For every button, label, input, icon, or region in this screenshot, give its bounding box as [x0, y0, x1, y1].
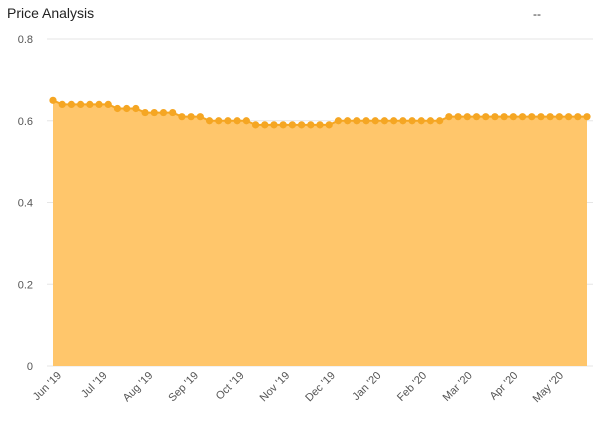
data-point[interactable] — [233, 117, 241, 125]
data-point[interactable] — [399, 117, 407, 125]
chart-title: Price Analysis — [7, 5, 95, 21]
data-point[interactable] — [390, 117, 398, 125]
data-point[interactable] — [123, 104, 131, 113]
data-point[interactable] — [307, 121, 315, 129]
x-tick-label: Feb '20 — [395, 370, 429, 404]
data-point[interactable] — [159, 108, 168, 117]
data-point[interactable] — [141, 108, 149, 117]
data-point[interactable] — [408, 117, 416, 125]
data-point[interactable] — [334, 117, 343, 125]
x-tick-label: Jan '20 — [350, 370, 383, 403]
data-point[interactable] — [583, 113, 591, 121]
x-tick-label: Nov '19 — [258, 370, 293, 405]
data-point[interactable] — [49, 96, 57, 104]
data-point[interactable] — [509, 113, 517, 121]
data-point[interactable] — [472, 113, 481, 121]
data-point[interactable] — [546, 113, 554, 121]
data-point[interactable] — [297, 121, 306, 129]
data-point[interactable] — [362, 117, 370, 125]
data-point[interactable] — [325, 121, 333, 129]
data-points — [49, 96, 591, 129]
y-tick-label: 0 — [27, 361, 33, 373]
data-point[interactable] — [380, 117, 389, 125]
data-point[interactable] — [270, 121, 278, 129]
data-point[interactable] — [564, 113, 573, 121]
data-point[interactable] — [150, 108, 158, 117]
data-point[interactable] — [555, 113, 563, 121]
data-point[interactable] — [205, 117, 214, 125]
data-point[interactable] — [537, 113, 545, 121]
data-point[interactable] — [344, 117, 352, 125]
data-point[interactable] — [104, 100, 112, 108]
y-tick-label: 0.6 — [18, 116, 33, 128]
data-point[interactable] — [224, 117, 232, 125]
data-point[interactable] — [58, 100, 66, 108]
x-tick-label: May '20 — [531, 370, 566, 405]
data-point[interactable] — [482, 113, 490, 121]
y-tick-label: 0.4 — [18, 198, 33, 210]
status-indicator: -- — [533, 7, 541, 21]
data-point[interactable] — [67, 100, 76, 108]
data-point[interactable] — [463, 113, 471, 121]
data-point[interactable] — [316, 121, 324, 129]
data-point[interactable] — [251, 121, 260, 129]
x-tick-label: Sep '19 — [166, 370, 201, 405]
data-point[interactable] — [500, 113, 508, 121]
data-point[interactable] — [113, 104, 122, 113]
data-point[interactable] — [445, 113, 453, 121]
data-point[interactable] — [86, 100, 94, 108]
data-point[interactable] — [169, 108, 177, 117]
x-tick-label: Mar '20 — [441, 370, 475, 404]
data-point[interactable] — [95, 100, 103, 108]
y-tick-label: 0.8 — [18, 34, 33, 46]
data-point[interactable] — [436, 117, 444, 125]
data-point[interactable] — [77, 100, 85, 108]
x-tick-label: Aug '19 — [121, 370, 156, 405]
data-point[interactable] — [279, 121, 287, 129]
data-point[interactable] — [518, 113, 527, 121]
x-tick-label: Jun '19 — [31, 370, 64, 403]
area-fill — [53, 100, 587, 366]
data-point[interactable] — [426, 117, 435, 125]
y-tick-label: 0.2 — [18, 279, 33, 291]
data-point[interactable] — [491, 113, 499, 121]
x-tick-label: Dec '19 — [303, 370, 338, 405]
data-point[interactable] — [353, 117, 361, 125]
y-axis: 0 0.2 0.4 0.6 0.8 — [18, 34, 33, 373]
data-point[interactable] — [261, 121, 269, 129]
area-layer — [52, 99, 587, 366]
data-point[interactable] — [528, 113, 536, 121]
x-axis: Jun '19 Jul '19 Aug '19 Sep '19 Oct '19 Nov '… — [31, 370, 566, 405]
x-tick-label: Oct '19 — [214, 370, 247, 403]
data-point[interactable] — [215, 117, 223, 125]
data-point[interactable] — [178, 113, 186, 121]
x-tick-label: Apr '20 — [488, 370, 521, 403]
data-point[interactable] — [132, 104, 140, 113]
data-point[interactable] — [417, 117, 425, 125]
data-point[interactable] — [242, 117, 250, 125]
data-point[interactable] — [371, 117, 379, 125]
data-point[interactable] — [574, 113, 582, 121]
x-tick-label: Jul '19 — [79, 370, 110, 401]
data-point[interactable] — [454, 113, 462, 121]
data-point[interactable] — [288, 121, 296, 129]
data-point[interactable] — [196, 113, 204, 121]
data-point[interactable] — [187, 113, 195, 121]
